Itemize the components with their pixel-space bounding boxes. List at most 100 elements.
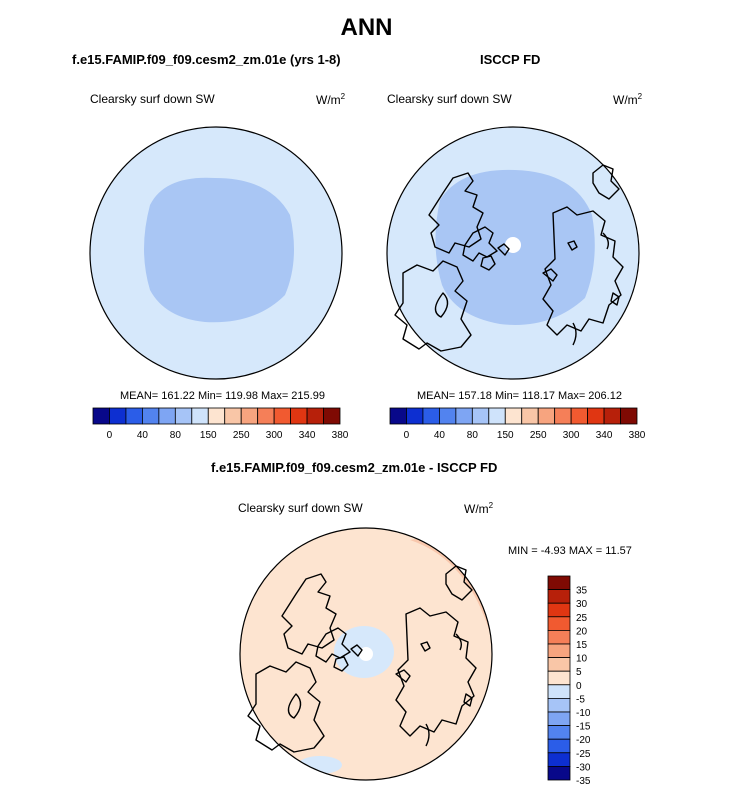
panel3-colorbar-label-0: 35: [576, 586, 588, 597]
panel1-colorbar-box-0: [92, 407, 110, 425]
panel1-colorbar: 0 40 80 150 250 300 340 380: [92, 407, 349, 441]
panel3-colorbar-label-12: -25: [576, 749, 591, 760]
panel1-colorbar-box-2: [125, 407, 143, 425]
panel1-colorbar-label-5: 300: [266, 430, 283, 441]
panel3-colorbar-box-3: [547, 616, 571, 631]
panel3-colorbar-box-13: [547, 752, 571, 767]
panel2-colorbar-box-12: [587, 407, 605, 425]
panel2-colorbar-box-11: [570, 407, 589, 425]
panel2-colorbar-box-2: [422, 407, 440, 425]
panel3-colorbar-box-14: [547, 766, 571, 781]
panel2-stats: MEAN= 157.18 Min= 118.17 Max= 206.12: [417, 390, 622, 402]
panel3-colorbar-box-11: [547, 725, 571, 740]
panel3-colorbar-box-4: [547, 630, 571, 645]
panel1-colorbar-box-14: [323, 407, 341, 425]
panel3-colorbar-box-6: [547, 657, 571, 672]
panel2-variable: Clearsky surf down SW: [387, 92, 512, 106]
panel1-colorbar-label-7: 380: [332, 430, 349, 441]
panel2-colorbar-label-7: 380: [629, 430, 646, 441]
panel2-colorbar-box-5: [471, 407, 490, 425]
panel2-colorbar-label-0: 0: [404, 430, 410, 441]
panel3-colorbar-box-9: [547, 698, 571, 713]
panel3-colorbar-box-12: [547, 738, 571, 754]
panel1-colorbar-box-4: [158, 407, 176, 425]
panel3-colorbar-box-7: [547, 670, 571, 686]
panel1-unit: W/m2: [316, 92, 346, 107]
panel2-map: [386, 126, 640, 380]
panel3-colorbar-label-4: 15: [576, 640, 588, 651]
panel3-colorbar: 35 30 25 20 15 10 5 0 -5 -10 -15 -20 -25 -30 -35: [547, 575, 591, 787]
panel3-colorbar-label-1: 30: [576, 599, 588, 610]
panel1-core-region: [144, 177, 294, 323]
panel2-colorbar-label-5: 300: [563, 430, 580, 441]
panel2-colorbar-box-14: [620, 407, 638, 425]
panel2-colorbar-box-10: [554, 407, 572, 425]
panel2-colorbar-box-8: [521, 407, 539, 425]
panel1-colorbar-box-11: [273, 407, 291, 425]
panel3-colorbar-label-13: -30: [576, 762, 591, 773]
panel2-colorbar-box-4: [455, 407, 473, 425]
panel1-colorbar-label-0: 0: [107, 430, 113, 441]
panel3-colorbar-label-14: -35: [576, 776, 591, 787]
panel3-colorbar-label-6: 5: [576, 667, 582, 678]
panel1-stats: MEAN= 161.22 Min= 119.98 Max= 215.99: [120, 390, 325, 402]
panel2-colorbar-label-3: 150: [497, 430, 514, 441]
panel3-header: f.e15.FAMIP.f09_f09.cesm2_zm.01e - ISCCP…: [211, 460, 498, 475]
panel2-colorbar-box-6: [488, 407, 506, 425]
panel3-map: [239, 527, 493, 781]
panel2-colorbar-label-2: 80: [467, 430, 479, 441]
panel3-colorbar-box-5: [547, 643, 571, 659]
panel2-colorbar-box-0: [389, 407, 407, 425]
panel3-colorbar-box-10: [547, 711, 571, 727]
panel1-variable: Clearsky surf down SW: [90, 92, 215, 106]
panel1-colorbar-box-13: [306, 407, 324, 425]
panel2-colorbar-box-3: [438, 407, 457, 425]
panel1-colorbar-box-7: [207, 407, 226, 425]
panel1-colorbar-box-6: [191, 407, 209, 425]
panel2-colorbar-label-6: 340: [596, 430, 613, 441]
panel1-colorbar-box-10: [257, 407, 275, 425]
panel3-variable: Clearsky surf down SW: [238, 501, 363, 515]
panel1-colorbar-box-3: [141, 407, 160, 425]
panel1-colorbar-label-4: 250: [233, 430, 250, 441]
panel2-unit: W/m2: [613, 92, 643, 107]
panel3-colorbar-label-7: 0: [576, 681, 582, 692]
panel1-colorbar-label-2: 80: [170, 430, 182, 441]
panel1-colorbar-label-6: 340: [299, 430, 316, 441]
panel1-colorbar-label-3: 150: [200, 430, 217, 441]
panel1-map-border: [89, 126, 343, 380]
panel2-colorbar-label-4: 250: [530, 430, 547, 441]
panel2-colorbar-label-1: 40: [434, 430, 446, 441]
panel2-colorbar-box-1: [406, 407, 424, 425]
panel1-colorbar-box-12: [290, 407, 308, 425]
panel2-colorbar-box-7: [504, 407, 523, 425]
panel1-colorbar-label-1: 40: [137, 430, 149, 441]
panel1-header: f.e15.FAMIP.f09_f09.cesm2_zm.01e (yrs 1-…: [72, 52, 341, 67]
panel3-colorbar-label-11: -20: [576, 735, 591, 746]
panel1-map: [89, 126, 343, 380]
panel3-colorbar-box-0: [547, 575, 571, 591]
panel2-colorbar-box-13: [603, 407, 621, 425]
panel1-colorbar-box-8: [224, 407, 242, 425]
page-title: ANN: [340, 14, 393, 41]
panel3-stats: MIN = -4.93 MAX = 11.57: [508, 545, 632, 557]
panel2-colorbar: 0 40 80 150 250 300 340 380: [389, 407, 646, 441]
panel1-colorbar-box-1: [109, 407, 127, 425]
panel3-map-border: [239, 527, 493, 781]
panel1-colorbar-box-5: [174, 407, 193, 425]
panel3-colorbar-label-9: -10: [576, 708, 591, 719]
panel3-colorbar-box-2: [547, 602, 571, 618]
panel3-colorbar-label-8: -5: [576, 694, 585, 705]
panel3-colorbar-box-8: [547, 684, 571, 699]
panel3-colorbar-label-5: 10: [576, 654, 588, 665]
panel3-colorbar-label-10: -15: [576, 722, 591, 733]
panel2-map-border: [386, 126, 640, 380]
panel3-colorbar-label-2: 25: [576, 613, 588, 624]
panel2-header: ISCCP FD: [480, 52, 541, 67]
panel1-colorbar-box-9: [240, 407, 259, 425]
panel3-colorbar-label-3: 20: [576, 626, 588, 637]
panel3-colorbar-box-1: [547, 589, 571, 604]
panel2-colorbar-box-9: [537, 407, 556, 425]
panel3-unit: W/m2: [464, 501, 494, 516]
